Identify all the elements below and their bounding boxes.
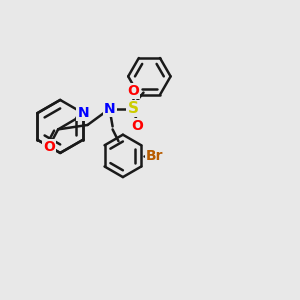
Text: S: S: [128, 101, 139, 116]
Text: N: N: [104, 102, 116, 116]
Text: O: O: [43, 140, 55, 154]
Text: O: O: [127, 84, 139, 98]
Text: N: N: [77, 106, 89, 120]
Text: Br: Br: [146, 149, 163, 163]
Text: O: O: [132, 119, 144, 133]
